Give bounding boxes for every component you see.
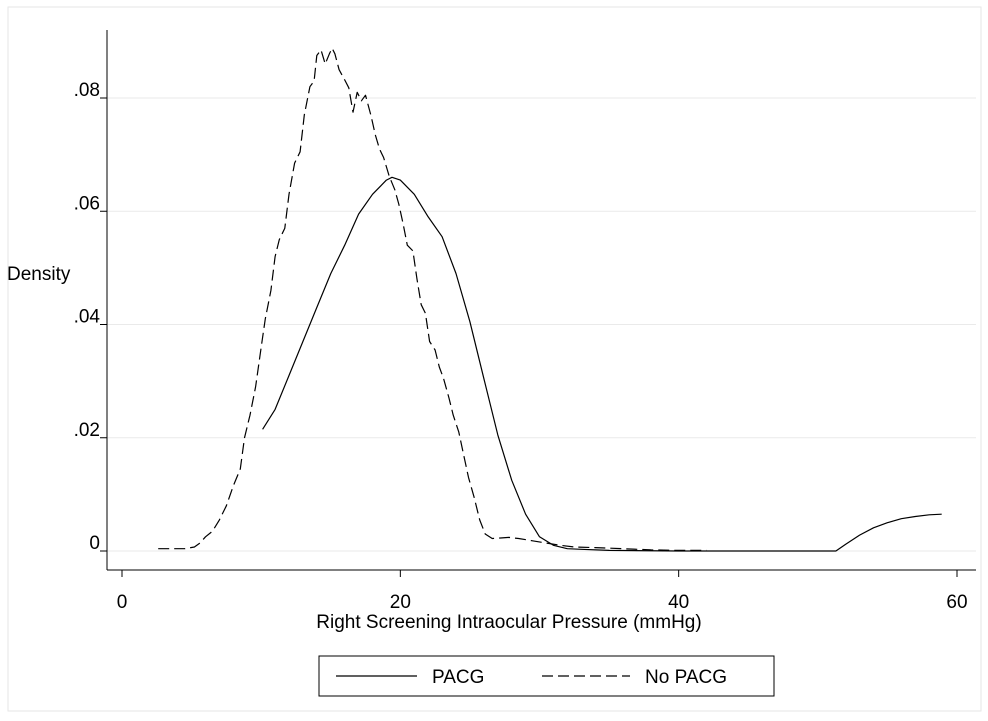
legend: PACG No PACG bbox=[318, 655, 775, 697]
x-tick-label: 40 bbox=[668, 592, 689, 613]
series-group bbox=[158, 47, 942, 552]
y-tick-label: 0 bbox=[89, 533, 100, 554]
ticks: 0 .02 .04 .06 .08 0 20 40 60 bbox=[74, 80, 968, 613]
y-tick-label: .08 bbox=[74, 80, 100, 101]
plot-region-border bbox=[7, 6, 982, 712]
y-tick-label: .04 bbox=[74, 307, 101, 328]
x-tick-label: 60 bbox=[946, 592, 967, 613]
x-tick-label: 20 bbox=[390, 592, 411, 613]
y-axis-title: Density bbox=[7, 264, 71, 285]
y-tick-label: .02 bbox=[74, 420, 100, 441]
y-tick-label: .06 bbox=[74, 193, 100, 214]
series-line-no-pacg bbox=[158, 47, 707, 551]
gridlines bbox=[107, 97, 976, 552]
x-axis-title: Right Screening Intraocular Pressure (mm… bbox=[316, 612, 701, 633]
x-tick-label: 0 bbox=[117, 592, 128, 613]
series-line-pacg bbox=[262, 176, 942, 552]
legend-label: No PACG bbox=[645, 667, 727, 688]
axes bbox=[106, 30, 976, 571]
legend-label: PACG bbox=[432, 667, 484, 688]
